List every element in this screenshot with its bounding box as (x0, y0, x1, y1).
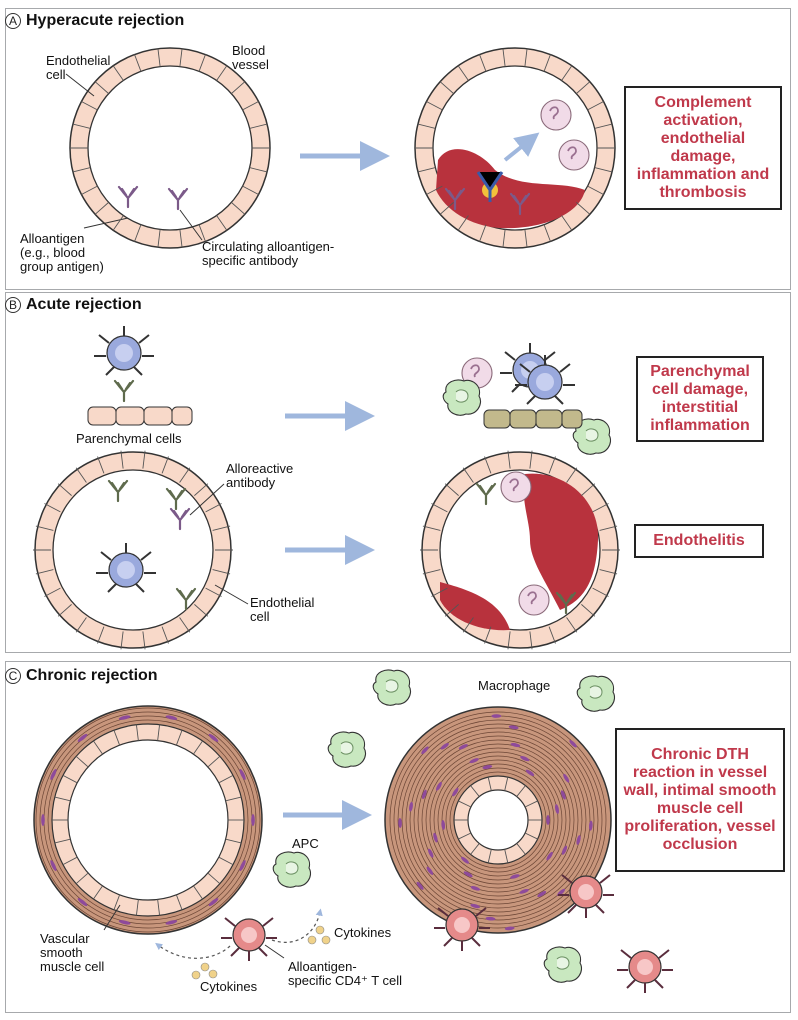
panel-a-title: A Hyperacute rejection (5, 12, 184, 30)
outcome-acute-parenchymal: Parenchymal cell damage, interstitial in… (636, 356, 764, 442)
label-alloreactive-antibody: Alloreactive antibody (226, 461, 294, 490)
label-blood-vessel: Blood vessel (232, 43, 269, 72)
label-endothelial-cell: Endothelial cell (46, 53, 111, 82)
vsmc-leader (103, 904, 121, 931)
label-vascular-smooth-muscle: Vascular smooth muscle cell (40, 931, 105, 974)
panel-c-letter: C (5, 668, 21, 684)
label-endothelial-cell-b: Endothelial cell (250, 595, 315, 624)
endothelial-cell-borders (33, 48, 620, 916)
panel-c-title: C Chronic rejection (5, 667, 158, 685)
hyperacute-vessel-before (69, 47, 271, 249)
hyperacute-small-arrow (503, 132, 540, 162)
label-cytokines-left: Cytokines (200, 979, 258, 994)
panel-a-letter: A (5, 13, 21, 29)
panel-b-title: B Acute rejection (5, 296, 142, 314)
antibody-leader (179, 209, 203, 241)
cytokine-path-2 (271, 908, 323, 943)
label-parenchymal-cells: Parenchymal cells (76, 431, 182, 446)
label-circulating-antibody: Circulating alloantigen- specific antibo… (202, 239, 335, 268)
hyperacute-vessel-after (414, 47, 616, 249)
panel-a-heading: Hyperacute rejection (26, 12, 185, 29)
panel-b-letter: B (5, 297, 21, 313)
label-cytokines-right: Cytokines (334, 925, 392, 940)
outcome-endothelitis: Endothelitis (634, 524, 764, 558)
tcell-leader (264, 944, 285, 959)
cytokine-dots (191, 925, 331, 980)
acute-vessel-after (421, 451, 619, 649)
outcome-hyperacute: Complement activation, endothelial damag… (624, 86, 782, 210)
cytokine-path-1 (155, 942, 231, 959)
label-apc: APC (292, 836, 319, 851)
acute-endothelial-leader (214, 584, 249, 605)
panel-c-heading: Chronic rejection (26, 667, 158, 684)
label-cd4-t-cell: Alloantigen- specific CD4⁺ T cell (288, 959, 403, 988)
label-macrophage: Macrophage (478, 678, 551, 693)
acute-top-after (442, 342, 612, 455)
acute-vessel-before (34, 451, 232, 649)
acute-top-before (87, 325, 193, 426)
endothelial-leader (65, 73, 95, 97)
outcome-chronic: Chronic DTH reaction in vessel wall, int… (615, 728, 785, 872)
panel-b-heading: Acute rejection (26, 296, 142, 313)
alloreactive-leader (189, 483, 225, 516)
label-alloantigen: Alloantigen (e.g., blood group antigen) (20, 231, 104, 274)
chronic-vessel-before (33, 705, 263, 935)
